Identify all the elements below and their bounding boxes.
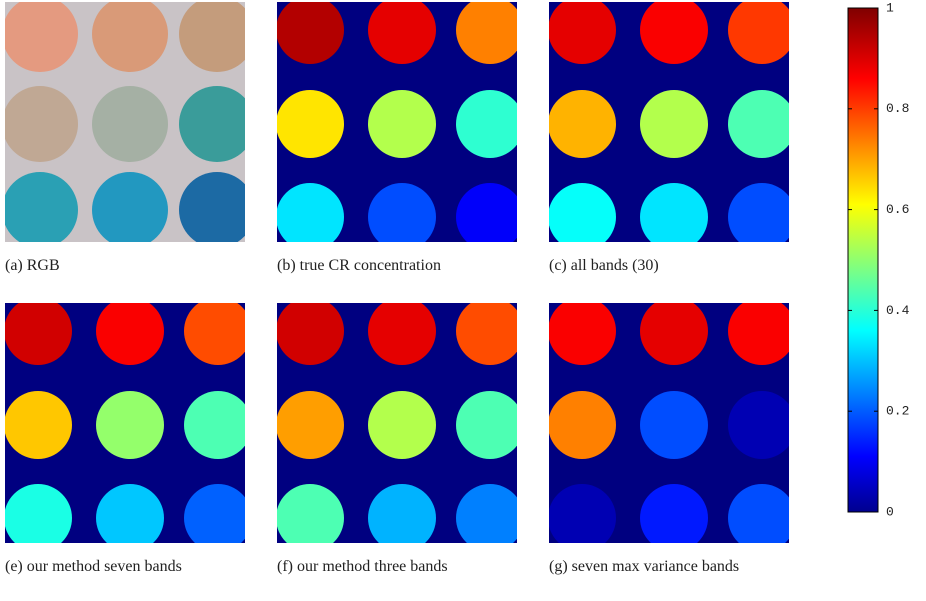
well: [368, 303, 436, 365]
well: [179, 2, 245, 72]
caption: (g) seven max variance bands: [549, 558, 740, 575]
caption: (e) our method seven bands: [5, 558, 182, 575]
well: [640, 484, 708, 543]
well: [96, 303, 164, 365]
well: [92, 172, 168, 242]
well: [277, 183, 344, 242]
well: [277, 484, 344, 543]
colorbar-gradient: [847, 7, 879, 513]
well: [728, 90, 789, 158]
well: [5, 2, 78, 72]
well: [5, 172, 78, 242]
well: [728, 183, 789, 242]
well: [5, 391, 72, 459]
well: [549, 183, 616, 242]
tick-label: 0.2: [886, 404, 909, 419]
well: [5, 484, 72, 543]
tick-label: 0: [886, 504, 894, 519]
well: [368, 183, 436, 242]
colorbar: 0 0.2 0.4 0.6 0.8 1: [847, 0, 910, 519]
well: [184, 303, 245, 365]
well: [640, 90, 708, 158]
well: [456, 391, 517, 459]
well: [640, 391, 708, 459]
concentration-map: [277, 303, 517, 543]
tick-label: 0.6: [886, 202, 909, 217]
well: [277, 2, 344, 64]
rgb-image: [5, 2, 245, 242]
well: [179, 86, 245, 162]
well: [184, 391, 245, 459]
well: [728, 391, 789, 459]
well: [277, 90, 344, 158]
well: [456, 303, 517, 365]
well: [179, 172, 245, 242]
well: [549, 90, 616, 158]
well: [640, 303, 708, 365]
well: [184, 484, 245, 543]
well: [5, 86, 78, 162]
well: [728, 2, 789, 64]
well: [368, 484, 436, 543]
concentration-map: [549, 303, 789, 543]
well: [96, 484, 164, 543]
well: [728, 303, 789, 365]
well: [96, 391, 164, 459]
well: [456, 90, 517, 158]
caption: (f) our method three bands: [277, 558, 448, 575]
tick-label: 1: [886, 0, 894, 15]
well: [456, 183, 517, 242]
tick-label: 0.8: [886, 101, 909, 116]
well: [368, 2, 436, 64]
well: [549, 391, 616, 459]
well: [5, 303, 72, 365]
caption: (b) true CR concentration: [277, 257, 441, 274]
caption: (c) all bands (30): [549, 257, 659, 274]
well: [728, 484, 789, 543]
tick-label: 0.4: [886, 303, 910, 318]
well: [368, 90, 436, 158]
well: [549, 484, 616, 543]
well: [92, 86, 168, 162]
well: [456, 484, 517, 543]
concentration-map: [277, 2, 517, 242]
well: [640, 2, 708, 64]
well: [549, 2, 616, 64]
caption: (a) RGB: [5, 257, 60, 274]
well: [549, 303, 616, 365]
concentration-map: [549, 2, 789, 242]
well: [277, 391, 344, 459]
well: [92, 2, 168, 72]
concentration-map: [5, 303, 245, 543]
well: [640, 183, 708, 242]
well: [277, 303, 344, 365]
well: [368, 391, 436, 459]
well: [456, 2, 517, 64]
